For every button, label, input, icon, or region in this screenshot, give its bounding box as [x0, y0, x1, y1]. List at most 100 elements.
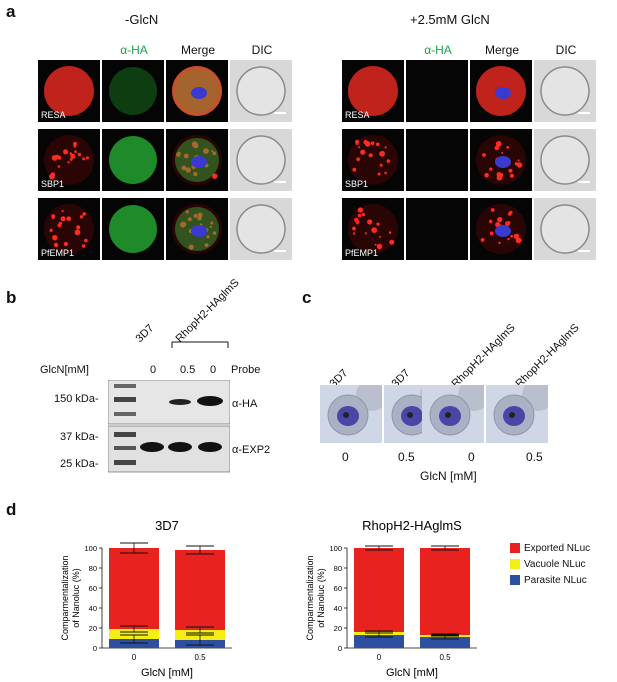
marker-25kda: 25 kDa-	[60, 458, 99, 470]
bar-segment	[354, 548, 404, 632]
bar-segment	[109, 548, 159, 629]
y-axis-label: of Nanoluc (%)	[316, 568, 326, 628]
chart-title: 3D7	[155, 518, 179, 533]
glcn-value-rhoph2-0: 0	[210, 364, 217, 376]
y-tick-label: 40	[334, 604, 342, 613]
x-axis-label: GlcN [mM]	[141, 667, 193, 679]
panel-d-letter: d	[6, 500, 17, 519]
micro-tile	[470, 198, 532, 260]
legend-swatch-exported	[510, 543, 520, 553]
legend-swatch-vacuole	[510, 559, 520, 569]
panel-c-letter: c	[302, 288, 312, 307]
chart-title: RhopH2-HAglmS	[362, 518, 462, 533]
condition-minus-glcn: -GlcN	[125, 12, 159, 27]
y-tick-label: 100	[329, 544, 342, 553]
bar-segment	[175, 550, 225, 630]
micro-tile	[102, 60, 164, 122]
x-axis-label: GlcN [mM]	[386, 667, 438, 679]
smear-image	[422, 385, 484, 443]
legend-label-vacuole: Vacuole NLuc	[524, 558, 586, 570]
x-tick-label: 0.5	[194, 653, 206, 662]
bar-segment	[354, 635, 404, 648]
panel-b-letter: b	[6, 288, 17, 307]
micro-tile: SBP1	[38, 129, 100, 191]
legend-item-parasite: Parasite NLuc	[510, 572, 590, 588]
bar-segment	[109, 629, 159, 639]
x-tick-label: 0	[377, 653, 382, 662]
strain-bracket	[171, 341, 229, 348]
y-tick-label: 60	[334, 584, 342, 593]
tile-row-label: SBP1	[345, 179, 369, 189]
micro-tile	[534, 129, 596, 191]
lane-label-rhoph2: RhopH2-HAglmS	[173, 276, 242, 345]
micro-tile	[166, 198, 228, 260]
chart-3d7: 3D7 0 20 40 60 80 100 Comparmentalization of Nan…	[60, 518, 232, 679]
micro-tile: RESA	[342, 60, 404, 122]
col-header-merge-right: Merge	[484, 43, 519, 57]
micro-tile	[230, 129, 292, 191]
micro-tile	[166, 129, 228, 191]
y-tick-label: 20	[334, 624, 342, 633]
y-axis-label: of Nanoluc (%)	[71, 568, 81, 628]
tile-row-label: SBP1	[41, 179, 65, 189]
y-tick-label: 60	[89, 584, 97, 593]
legend-item-vacuole: Vacuole NLuc	[510, 556, 590, 572]
col-header-dic: DIC	[251, 43, 273, 57]
micro-tile	[102, 129, 164, 191]
smear-xlabel: GlcN [mM]	[420, 469, 477, 483]
smear-value-3: 0	[468, 450, 475, 464]
smear-label-rhoph2-0: RhopH2-HAglmS	[449, 321, 518, 390]
micro-tile	[406, 129, 468, 191]
y-tick-label: 40	[89, 604, 97, 613]
western-blot	[108, 380, 230, 473]
glcn-value-3d7: 0	[150, 364, 157, 376]
tile-row-label: RESA	[41, 110, 66, 120]
y-tick-label: 80	[89, 564, 97, 573]
micro-tile	[102, 198, 164, 260]
col-header-dic-right: DIC	[555, 43, 577, 57]
legend-label-exported: Exported NLuc	[524, 542, 591, 554]
micro-tile	[230, 60, 292, 122]
micro-tile	[534, 198, 596, 260]
smear-value-4: 0.5	[526, 450, 543, 464]
smear-value-1: 0	[342, 450, 349, 464]
y-axis-label: Comparmentalization	[305, 555, 315, 640]
micro-tile	[230, 198, 292, 260]
y-tick-label: 0	[338, 644, 342, 653]
micro-tile	[166, 60, 228, 122]
glcn-value-rhoph2-05: 0.5	[180, 364, 196, 376]
micro-tile	[406, 60, 468, 122]
micro-tile: PfEMP1	[38, 198, 100, 260]
panel-a-letter: a	[6, 2, 16, 21]
probe-alpha-ha: α-HA	[232, 398, 258, 410]
y-axis-label: Comparmentalization	[60, 555, 70, 640]
condition-plus-glcn: +2.5mM GlcN	[410, 12, 490, 27]
bar-segment	[420, 548, 470, 635]
marker-150kda: 150 kDa-	[54, 393, 99, 405]
tile-row-label: RESA	[345, 110, 370, 120]
chart-rhoph2: RhopH2-HAglmS 0 20 40 60 80 100 Comparmentaliza…	[305, 518, 477, 679]
micro-tile: RESA	[38, 60, 100, 122]
tile-row-label: PfEMP1	[345, 248, 379, 258]
glcn-mm-label: GlcN[mM]	[40, 364, 89, 376]
smear-value-2: 0.5	[398, 450, 415, 464]
y-tick-label: 100	[84, 544, 97, 553]
smear-image	[486, 385, 548, 443]
micro-tile: PfEMP1	[342, 198, 404, 260]
col-header-merge: Merge	[180, 43, 215, 57]
micro-tile	[534, 60, 596, 122]
legend-swatch-parasite	[510, 575, 520, 585]
probe-alpha-exp2: α-EXP2	[232, 444, 271, 456]
micro-tile	[470, 129, 532, 191]
smear-label-rhoph2-05: RhopH2-HAglmS	[513, 321, 582, 390]
y-tick-label: 80	[334, 564, 342, 573]
col-header-alpha-ha-right: α-HA	[424, 43, 452, 57]
y-tick-label: 20	[89, 624, 97, 633]
lane-label-3d7: 3D7	[133, 322, 157, 345]
smear-image	[320, 385, 382, 443]
x-tick-label: 0	[132, 653, 137, 662]
legend: Exported NLuc Vacuole NLuc Parasite NLuc	[510, 540, 590, 588]
y-tick-label: 0	[93, 644, 97, 653]
tile-row-label: PfEMP1	[41, 248, 75, 258]
probe-label: Probe	[231, 364, 261, 376]
